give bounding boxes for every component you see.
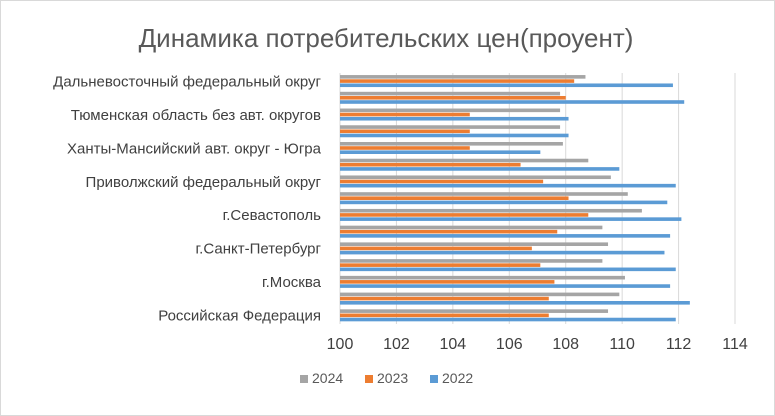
bar-2022 bbox=[340, 317, 676, 322]
bar-2024 bbox=[340, 309, 609, 313]
bar-2022 bbox=[340, 150, 541, 154]
category-label: г.Санкт-Петербург bbox=[196, 241, 322, 258]
category-label: Ханты-Мансийский авт. округ - Югра bbox=[67, 140, 322, 157]
bar-2023 bbox=[340, 96, 566, 100]
category-label: Дальневосточный федеральный округ bbox=[53, 73, 321, 90]
x-axis-ticks: 100 102 104 106 108 110 112 114 bbox=[327, 336, 748, 353]
bar-2022 bbox=[340, 167, 620, 171]
x-tick-label: 100 bbox=[327, 336, 354, 353]
bar-2024 bbox=[340, 158, 589, 163]
legend-swatch bbox=[430, 375, 438, 383]
bar-2024 bbox=[340, 125, 561, 129]
bar-2022 bbox=[340, 301, 690, 305]
bar-2024 bbox=[340, 242, 609, 246]
bar-2024 bbox=[340, 91, 561, 96]
bar-2023 bbox=[340, 246, 532, 251]
x-tick-label: 112 bbox=[666, 336, 692, 353]
x-tick-label: 114 bbox=[722, 336, 748, 353]
bar-2024 bbox=[340, 75, 586, 79]
bar-2022 bbox=[340, 133, 569, 138]
bar-2023 bbox=[340, 313, 549, 318]
bar-2024 bbox=[340, 275, 625, 280]
bar-2023 bbox=[340, 79, 575, 83]
bar-2022 bbox=[340, 217, 682, 221]
bar-2023 bbox=[340, 296, 549, 301]
bar-2023 bbox=[340, 196, 569, 200]
x-tick-label: 102 bbox=[383, 336, 410, 353]
category-label: Тюменская область без авт. округов bbox=[71, 107, 321, 124]
bar-2024 bbox=[340, 192, 628, 196]
bar-2023 bbox=[340, 112, 470, 117]
bar-2023 bbox=[340, 146, 470, 150]
category-label: Российская Федерация bbox=[158, 308, 321, 325]
chart-title: Динамика потребительских цен(проуент) bbox=[139, 23, 634, 53]
bar-2023 bbox=[340, 213, 589, 217]
bar-2024 bbox=[340, 142, 563, 146]
bar-2022 bbox=[340, 183, 676, 188]
legend-swatch bbox=[300, 375, 308, 383]
legend-label: 2022 bbox=[442, 370, 473, 386]
bar-2023 bbox=[340, 229, 558, 234]
bar-2024 bbox=[340, 208, 642, 213]
bar-2024 bbox=[340, 175, 611, 180]
bar-2023 bbox=[340, 263, 541, 267]
bar-2022 bbox=[340, 116, 569, 121]
legend: 2024 2023 2022 bbox=[300, 370, 473, 386]
legend-label: 2023 bbox=[377, 370, 408, 386]
bar-2022 bbox=[340, 200, 668, 205]
bar-2022 bbox=[340, 267, 676, 272]
bar-2023 bbox=[340, 162, 521, 167]
x-tick-label: 106 bbox=[496, 336, 523, 353]
legend-label: 2024 bbox=[312, 370, 343, 386]
bar-2022 bbox=[340, 100, 685, 104]
bar-2023 bbox=[340, 179, 544, 184]
bar-2024 bbox=[340, 108, 561, 113]
bar-2022 bbox=[340, 250, 665, 255]
bar-2023 bbox=[340, 129, 470, 134]
x-tick-label: 110 bbox=[609, 336, 635, 353]
category-label: г.Севастополь bbox=[223, 207, 322, 224]
bar-2024 bbox=[340, 225, 603, 230]
legend-swatch bbox=[365, 375, 373, 383]
bar-2024 bbox=[340, 292, 620, 297]
category-label: г.Москва bbox=[262, 274, 322, 291]
bar-2022 bbox=[340, 284, 671, 288]
bar-2024 bbox=[340, 259, 603, 263]
bar-2023 bbox=[340, 280, 555, 284]
bar-2022 bbox=[340, 234, 671, 238]
x-tick-label: 108 bbox=[552, 336, 579, 353]
bar-2022 bbox=[340, 83, 673, 88]
x-tick-label: 104 bbox=[440, 336, 467, 353]
bars bbox=[340, 75, 690, 322]
category-labels: Российская Федерация г.Москва г.Санкт-Пете… bbox=[53, 73, 321, 324]
category-label: Приволжский федеральный округ bbox=[86, 174, 322, 191]
